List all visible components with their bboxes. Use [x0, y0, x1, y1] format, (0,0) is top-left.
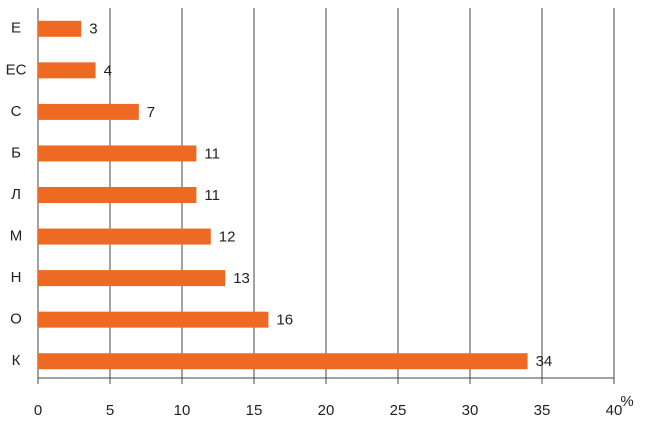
bar: [38, 145, 197, 162]
x-tick-label: 25: [390, 402, 407, 419]
bar: [38, 353, 528, 370]
bar: [38, 228, 211, 245]
value-label: 3: [89, 21, 97, 38]
x-tick-label: 15: [246, 402, 263, 419]
x-tick-label: 35: [534, 402, 551, 419]
y-tick-label: Н: [11, 269, 22, 286]
y-tick-label: Л: [11, 186, 21, 203]
value-label: 4: [104, 62, 112, 79]
y-tick-label: С: [11, 103, 22, 120]
y-tick-label: ЕС: [6, 61, 27, 78]
bar: [38, 62, 96, 79]
x-tick-label: 40: [606, 402, 623, 419]
bar: [38, 187, 197, 203]
value-label: 12: [219, 229, 236, 246]
x-tick-label: 5: [106, 402, 114, 419]
y-tick-label: Б: [11, 144, 21, 161]
x-axis-label: %: [620, 393, 633, 410]
bar: [38, 20, 82, 37]
value-label: 7: [147, 104, 155, 121]
value-label: 16: [276, 312, 293, 329]
value-label: 34: [536, 353, 553, 370]
y-tick-label: К: [12, 352, 21, 369]
x-tick-label: 30: [462, 402, 479, 419]
x-tick-label: 0: [34, 402, 42, 419]
x-tick-label: 10: [174, 402, 191, 419]
bar: [38, 270, 226, 287]
bar: [38, 311, 269, 328]
y-tick-label: М: [10, 228, 23, 245]
value-label: 11: [204, 145, 220, 162]
y-tick-label: Е: [11, 20, 21, 37]
bar: [38, 103, 139, 120]
x-tick-label: 20: [318, 402, 335, 419]
value-label: 13: [233, 270, 250, 287]
value-label: 11: [204, 187, 220, 204]
y-tick-label: О: [10, 311, 22, 328]
